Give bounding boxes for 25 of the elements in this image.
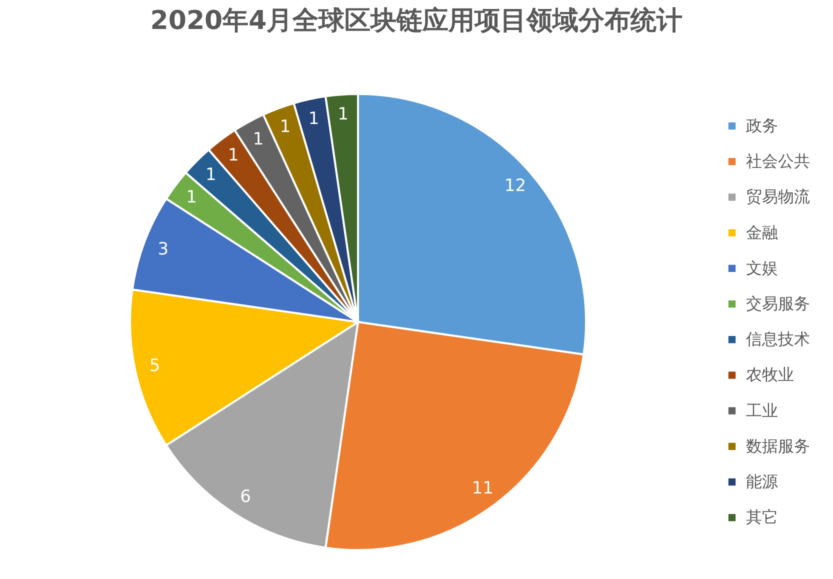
legend-label: 数据服务 — [746, 436, 810, 456]
legend-label: 信息技术 — [746, 330, 810, 349]
data-label: 1 — [308, 108, 320, 129]
data-label: 1 — [252, 129, 264, 150]
data-label: 5 — [149, 356, 160, 376]
data-label: 1 — [206, 164, 216, 185]
legend-label: 贸易物流 — [746, 187, 810, 206]
data-label: 6 — [240, 486, 251, 507]
legend-label: 工业 — [746, 400, 778, 420]
legend-label: 农牧业 — [746, 365, 794, 384]
legend-label: 政务 — [746, 116, 778, 135]
legend-label: 金融 — [746, 222, 778, 242]
legend-label: 社会公共 — [746, 152, 810, 171]
data-label: 1 — [186, 187, 197, 208]
legend-label: 其它 — [746, 508, 778, 527]
legend-label: 文娱 — [746, 258, 778, 278]
data-label: 1 — [280, 117, 291, 138]
data-label: 1 — [228, 145, 239, 166]
data-label: 3 — [158, 239, 169, 260]
legend-label: 交易服务 — [746, 294, 810, 313]
data-label: 1 — [338, 104, 349, 125]
chart-title: 2020年4月全球区块链应用项目领域分布统计 — [150, 6, 683, 36]
data-label: 12 — [504, 176, 526, 196]
data-label: 11 — [472, 478, 494, 499]
legend-label: 能源 — [746, 472, 778, 491]
